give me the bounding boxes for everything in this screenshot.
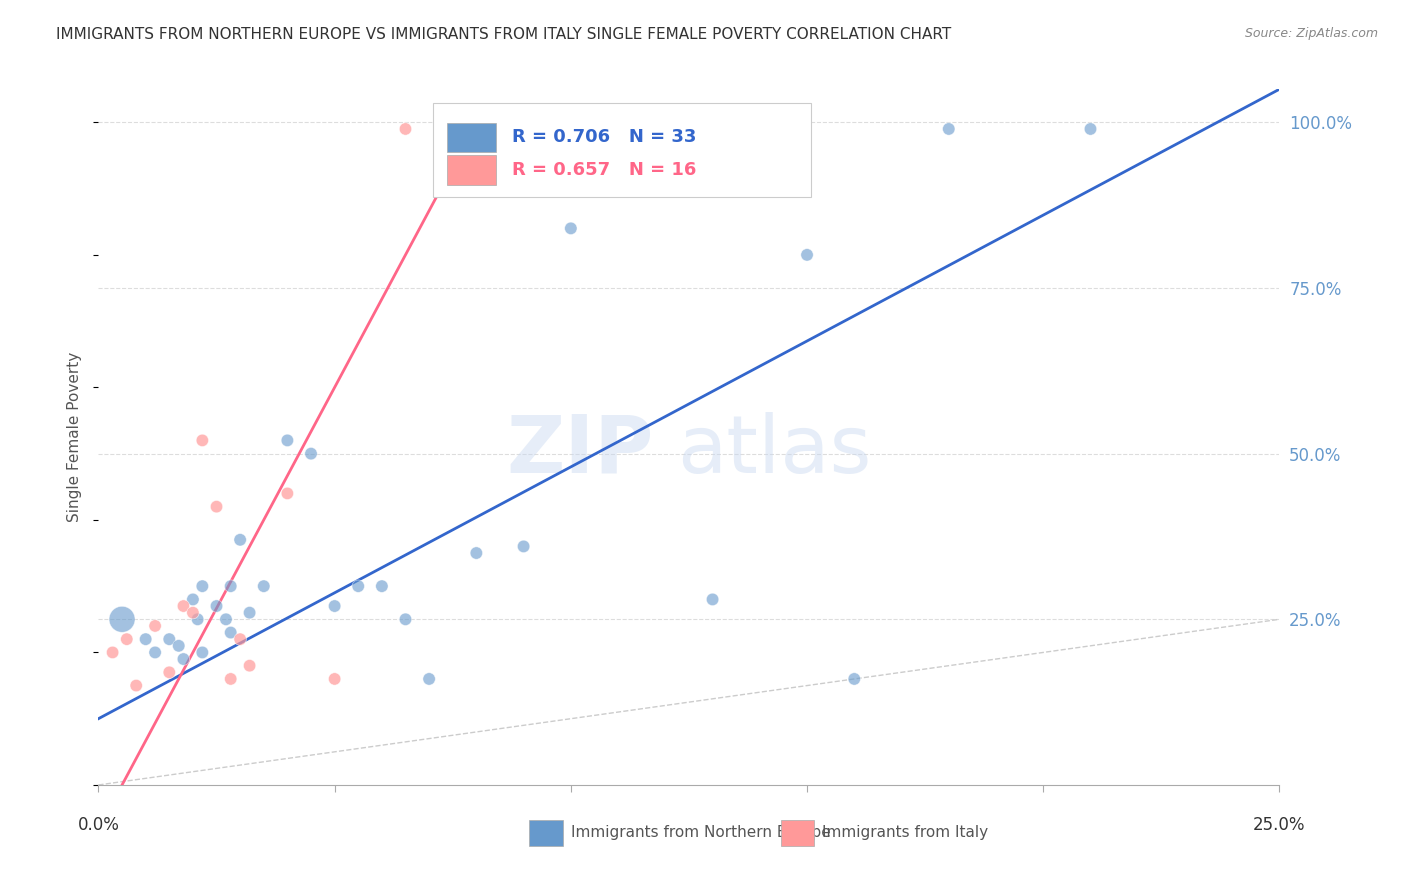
Point xyxy=(512,540,534,554)
Point xyxy=(441,122,464,136)
Text: Source: ZipAtlas.com: Source: ZipAtlas.com xyxy=(1244,27,1378,40)
Point xyxy=(702,592,724,607)
Point xyxy=(229,632,252,647)
Y-axis label: Single Female Poverty: Single Female Poverty xyxy=(67,352,83,522)
Point xyxy=(276,486,298,500)
Point xyxy=(157,665,180,680)
Point xyxy=(115,632,138,647)
Point xyxy=(796,248,818,262)
Point xyxy=(560,221,582,235)
Text: IMMIGRANTS FROM NORTHERN EUROPE VS IMMIGRANTS FROM ITALY SINGLE FEMALE POVERTY C: IMMIGRANTS FROM NORTHERN EUROPE VS IMMIG… xyxy=(56,27,952,42)
Point xyxy=(938,122,960,136)
Point xyxy=(844,672,866,686)
Text: R = 0.657   N = 16: R = 0.657 N = 16 xyxy=(512,161,696,179)
Point xyxy=(239,658,262,673)
FancyBboxPatch shape xyxy=(447,122,496,152)
Point xyxy=(465,546,488,560)
Point xyxy=(143,645,166,659)
Point xyxy=(229,533,252,547)
FancyBboxPatch shape xyxy=(433,103,811,197)
Text: 25.0%: 25.0% xyxy=(1253,816,1306,834)
Point xyxy=(371,579,394,593)
Point xyxy=(394,122,416,136)
Point xyxy=(172,599,194,613)
Point xyxy=(276,434,298,448)
Point xyxy=(167,639,190,653)
Point xyxy=(1080,122,1102,136)
Point xyxy=(172,652,194,666)
Text: Immigrants from Northern Europe: Immigrants from Northern Europe xyxy=(571,825,831,840)
Point xyxy=(181,606,204,620)
Point xyxy=(323,672,346,686)
Point xyxy=(135,632,157,647)
Point xyxy=(191,645,214,659)
FancyBboxPatch shape xyxy=(782,820,814,847)
Point xyxy=(347,579,370,593)
Point xyxy=(219,672,242,686)
FancyBboxPatch shape xyxy=(530,820,562,847)
Point xyxy=(181,592,204,607)
Point xyxy=(253,579,276,593)
Text: atlas: atlas xyxy=(678,412,872,490)
Text: R = 0.706   N = 33: R = 0.706 N = 33 xyxy=(512,128,696,146)
Text: ZIP: ZIP xyxy=(506,412,654,490)
Point xyxy=(143,619,166,633)
Point xyxy=(219,579,242,593)
Point xyxy=(187,612,209,626)
FancyBboxPatch shape xyxy=(447,155,496,185)
Point xyxy=(607,122,630,136)
Point xyxy=(299,447,322,461)
Point xyxy=(418,672,440,686)
Text: 0.0%: 0.0% xyxy=(77,816,120,834)
Point xyxy=(125,679,148,693)
Point xyxy=(111,612,134,626)
Point xyxy=(205,500,228,514)
Point xyxy=(101,645,124,659)
Point xyxy=(239,606,262,620)
Point xyxy=(394,612,416,626)
Point xyxy=(191,579,214,593)
Text: Immigrants from Italy: Immigrants from Italy xyxy=(823,825,988,840)
Point xyxy=(157,632,180,647)
Point xyxy=(205,599,228,613)
Point xyxy=(215,612,238,626)
Point xyxy=(191,434,214,448)
Point xyxy=(219,625,242,640)
Point xyxy=(323,599,346,613)
